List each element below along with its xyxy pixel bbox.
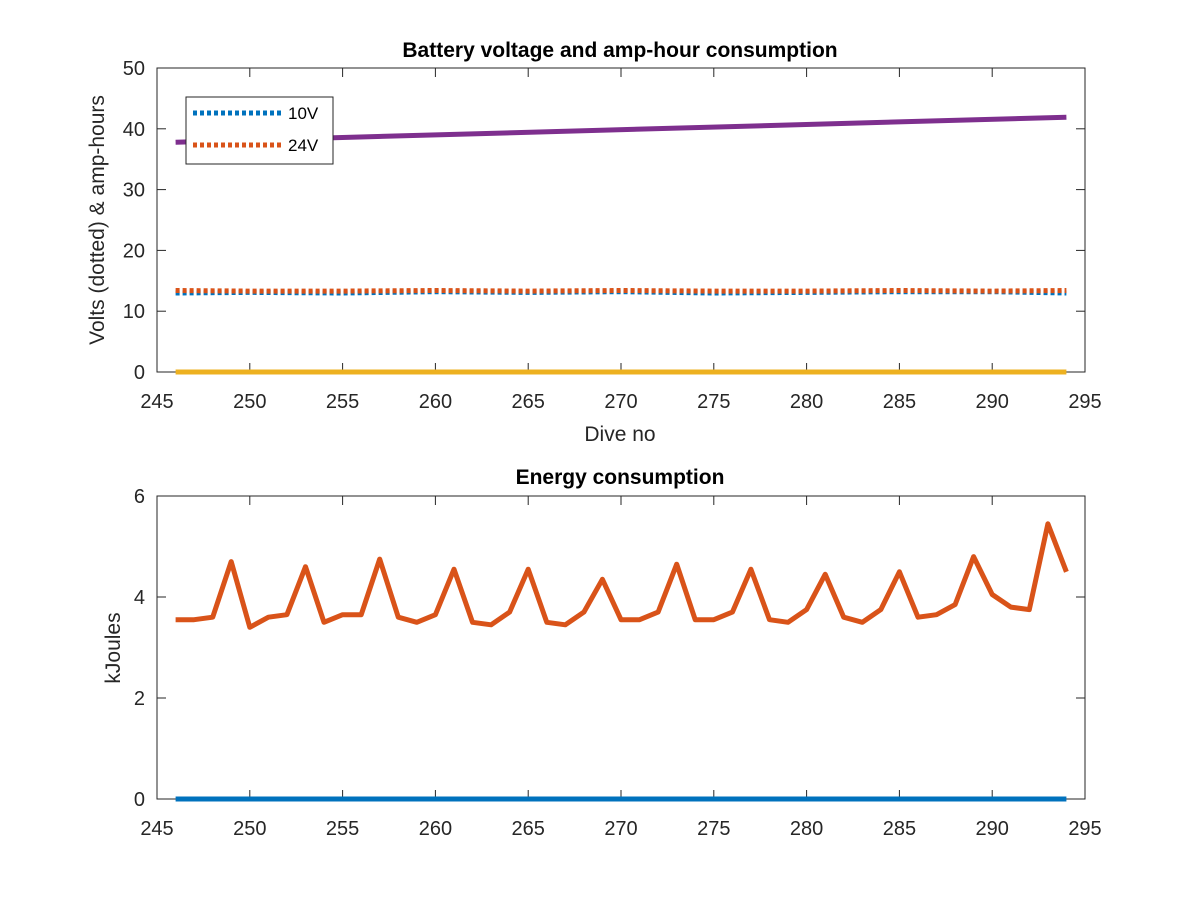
top-y-tick-label: 40 [123,119,145,141]
bottom-y-tick-label: 0 [134,789,145,811]
bottom-x-tick-label: 260 [419,818,452,840]
bottom-y-tick-label: 6 [134,486,145,508]
bottom-x-tick-label: 255 [326,818,359,840]
top-y-tick-label: 0 [134,362,145,384]
bottom-x-tick-label: 280 [790,818,823,840]
top-x-axis-label: Dive no [584,423,655,446]
bottom-panel: Energy consumption kJoules 245 250 255 260 2… [102,466,1102,840]
bottom-x-tick-label: 275 [697,818,730,840]
legend-label-10v: 10V [288,104,319,123]
top-y-tick-label: 50 [123,58,145,80]
bottom-series-line-1 [175,521,1069,630]
top-x-tick-label: 285 [883,391,916,413]
top-y-axis-label: Volts (dotted) & amp-hours [86,95,109,345]
top-y-tick-label: 20 [123,240,145,262]
top-x-tick-label: 280 [790,391,823,413]
top-series-line-1 [175,288,1067,294]
top-chart-title: Battery voltage and amp-hour consumption [402,39,837,62]
top-x-tick-label: 295 [1068,391,1101,413]
top-plot-area: 245 250 255 260 265 270 275 280 285 290 295 0 10 20 30… [123,58,1102,413]
bottom-chart-title: Energy consumption [516,466,725,489]
bottom-y-tick-label: 2 [134,688,145,710]
bottom-x-tick-label: 265 [512,818,545,840]
bottom-x-tick-label: 285 [883,818,916,840]
top-y-tick-label: 30 [123,180,145,202]
top-legend: 10V 24V [185,96,334,165]
top-x-tick-label: 275 [697,391,730,413]
bottom-x-tick-label: 295 [1068,818,1101,840]
bottom-x-tick-label: 290 [976,818,1009,840]
top-x-tick-label: 245 [140,391,173,413]
top-y-tick-label: 10 [123,301,145,323]
bottom-x-tick-label: 250 [233,818,266,840]
legend-label-24v: 24V [288,136,319,155]
bottom-y-axis-label: kJoules [102,612,125,683]
top-panel: Battery voltage and amp-hour consumption… [86,39,1102,446]
top-x-tick-label: 290 [976,391,1009,413]
bottom-plot-area: 245 250 255 260 265 270 275 280 285 290 295 0 2 4 6 [134,486,1102,840]
top-x-tick-label: 265 [512,391,545,413]
legend-box [185,96,334,165]
top-x-tick-label: 270 [604,391,637,413]
top-x-tick-label: 255 [326,391,359,413]
bottom-x-tick-label: 270 [604,818,637,840]
bottom-y-tick-label: 4 [134,587,145,609]
top-x-tick-label: 260 [419,391,452,413]
bottom-x-tick-label: 245 [140,818,173,840]
top-x-tick-label: 250 [233,391,266,413]
